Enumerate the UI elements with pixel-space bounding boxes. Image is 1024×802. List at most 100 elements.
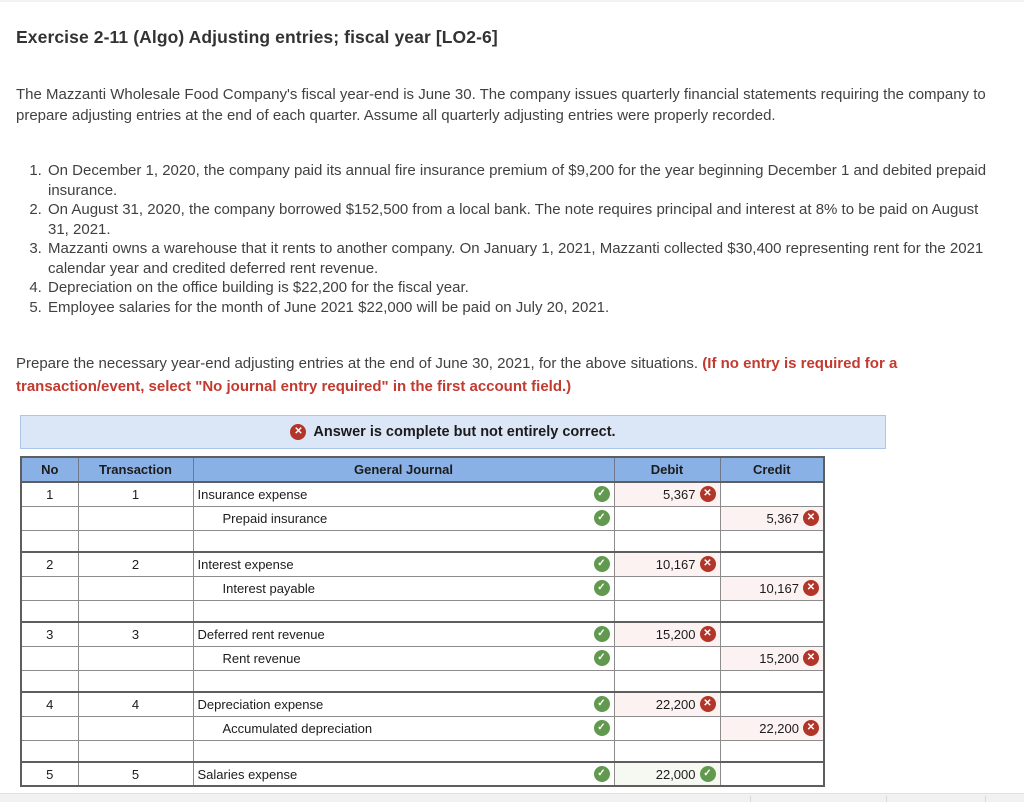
x-icon: ✕: [803, 650, 819, 666]
credit-cell: 5,367 ✕: [719, 505, 825, 531]
credit-cell: [719, 691, 825, 717]
account-cell: Depreciation expense ✓: [192, 691, 615, 717]
account-cell-content: Accumulated depreciation ✓: [198, 720, 610, 736]
debit-cell: 5,367 ✕: [613, 481, 721, 507]
spacer-cell: [20, 669, 79, 693]
check-icon: ✓: [593, 580, 610, 596]
entry-number-cell: 3: [20, 621, 79, 647]
account-name: Salaries expense: [197, 766, 298, 782]
debit-cell: 15,200 ✕: [613, 621, 721, 647]
account-cell: Prepaid insurance ✓: [192, 505, 615, 531]
credit-cell: 22,200 ✕: [719, 715, 825, 741]
account-cell-content: Deferred rent revenue ✓: [197, 626, 610, 643]
column-header: Debit: [613, 456, 721, 483]
no-entry-required-note: (If no entry is required for a transacti…: [16, 355, 898, 395]
spacer-cell: [719, 529, 825, 553]
credit-cell: 10,167 ✕: [719, 575, 825, 601]
account-cell: Interest payable ✓: [192, 575, 615, 601]
column-header: Credit: [719, 456, 825, 483]
journal-row: 1 1 Insurance expense ✓ 5,367 ✕: [20, 481, 825, 507]
transaction-number-cell: [77, 715, 194, 741]
account-name: Insurance expense: [197, 486, 308, 502]
account-cell-content: Depreciation expense ✓: [198, 696, 610, 713]
entry-number-cell: 4: [20, 691, 79, 717]
spacer-cell: [613, 739, 721, 763]
debit-cell-content: 5,367 ✕: [619, 486, 716, 503]
transaction-number-cell: 5: [77, 761, 194, 787]
credit-cell-content: 5,367 ✕: [725, 510, 819, 526]
column-header: General Journal: [192, 456, 615, 483]
column-header: No: [20, 456, 79, 483]
account-cell: Rent revenue ✓: [192, 645, 615, 671]
journal-row: Accumulated depreciation ✓ 22,200 ✕: [20, 715, 825, 741]
debit-cell: [613, 645, 721, 671]
spacer-cell: [20, 529, 79, 553]
credit-cell: [719, 551, 825, 577]
x-circle-icon: ✕: [290, 424, 307, 440]
spacer-row: [20, 529, 825, 553]
journal-table-header: No Transaction General Journal Debit Credit: [20, 456, 825, 483]
credit-cell: [719, 481, 825, 507]
x-icon: ✕: [803, 720, 819, 736]
divider-tick: [886, 796, 887, 802]
debit-cell: [613, 575, 721, 601]
debit-cell: [613, 715, 721, 741]
spacer-cell: [192, 599, 615, 623]
debit-cell: 22,000 ✓: [613, 761, 721, 787]
account-cell-content: Prepaid insurance ✓: [198, 510, 610, 526]
debit-value: 15,200: [655, 626, 696, 642]
debit-cell-content: 10,167 ✕: [619, 556, 716, 573]
x-icon: ✕: [803, 580, 819, 596]
check-icon: ✓: [593, 650, 610, 666]
column-header: Transaction: [77, 456, 194, 483]
situation-item: Depreciation on the office building is $…: [46, 278, 988, 298]
entry-number-cell: 5: [20, 761, 79, 787]
transaction-number-cell: [77, 645, 194, 671]
spacer-cell: [719, 739, 825, 763]
account-name: Deferred rent revenue: [197, 626, 325, 642]
account-name: Rent revenue: [222, 650, 301, 666]
prepare-instruction-text: Prepare the necessary year-end adjusting…: [16, 355, 699, 372]
spacer-cell: [77, 739, 194, 763]
spacer-row: [20, 739, 825, 763]
journal-row: 4 4 Depreciation expense ✓ 22,200 ✕: [20, 691, 825, 717]
spacer-cell: [20, 739, 79, 763]
entry-number-cell: 1: [20, 481, 79, 507]
situations-list: On December 1, 2020, the company paid it…: [16, 161, 988, 317]
spacer-cell: [77, 529, 194, 553]
spacer-cell: [77, 599, 194, 623]
credit-cell-content: 10,167 ✕: [725, 580, 819, 596]
debit-value: 5,367: [662, 486, 696, 502]
x-icon: ✕: [699, 556, 716, 573]
account-name: Prepaid insurance: [222, 510, 328, 526]
check-icon: ✓: [593, 696, 610, 713]
entry-number-cell: 2: [20, 551, 79, 577]
check-icon: ✓: [593, 510, 610, 526]
entry-number-cell: [20, 715, 79, 741]
account-cell: Deferred rent revenue ✓: [192, 621, 615, 647]
journal-row: 2 2 Interest expense ✓ 10,167 ✕: [20, 551, 825, 577]
account-cell: Salaries expense ✓: [192, 761, 615, 787]
journal-row: 5 5 Salaries expense ✓ 22,000 ✓: [20, 761, 825, 787]
debit-cell-content: 22,200 ✕: [619, 696, 716, 713]
journal-row: Rent revenue ✓ 15,200 ✕: [20, 645, 825, 671]
situation-item: On December 1, 2020, the company paid it…: [46, 161, 988, 200]
journal-row: 3 3 Deferred rent revenue ✓ 15,200 ✕: [20, 621, 825, 647]
journal-row: Interest payable ✓ 10,167 ✕: [20, 575, 825, 601]
spacer-cell: [719, 599, 825, 623]
entry-number-cell: [20, 575, 79, 601]
check-icon: ✓: [593, 486, 610, 503]
debit-cell: 10,167 ✕: [613, 551, 721, 577]
account-cell-content: Interest payable ✓: [198, 580, 610, 596]
journal-table-body: 1 1 Insurance expense ✓ 5,367 ✕ Prepaid insura…: [20, 481, 825, 787]
entry-number-cell: [20, 645, 79, 671]
intro-paragraph: The Mazzanti Wholesale Food Company's fi…: [16, 86, 986, 124]
transaction-number-cell: 2: [77, 551, 194, 577]
account-name: Interest expense: [197, 556, 294, 572]
situation-item: On August 31, 2020, the company borrowed…: [46, 200, 988, 239]
entry-number-cell: [20, 505, 79, 531]
x-icon: ✕: [803, 510, 819, 526]
spacer-cell: [192, 739, 615, 763]
credit-cell-content: 22,200 ✕: [725, 720, 819, 736]
